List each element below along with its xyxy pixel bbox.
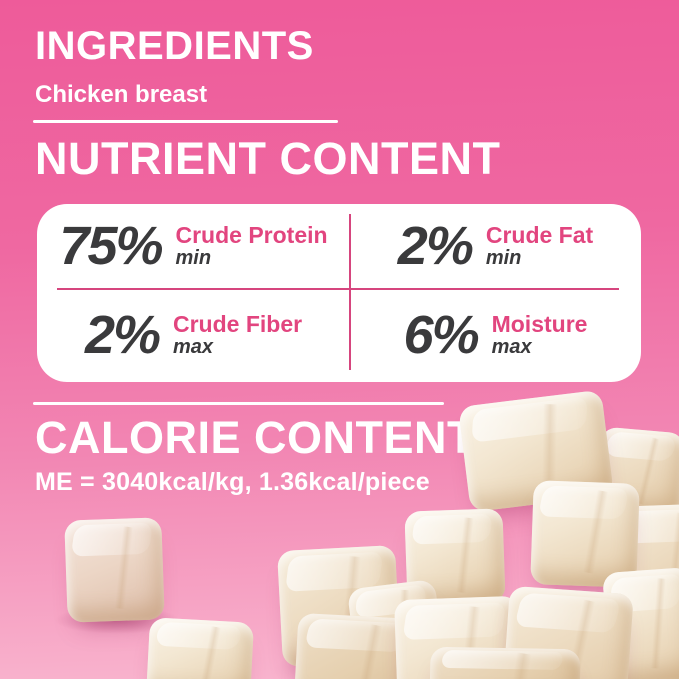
nutrient-qualifier: min (175, 247, 212, 270)
nutrient-qualifier: max (491, 336, 532, 359)
card-vertical-divider (349, 214, 351, 370)
nutrient-qualifier: max (172, 336, 214, 359)
nutrient-cell-crude-fat: 2% Crude Fat min (350, 204, 641, 288)
chicken-cube (64, 517, 165, 623)
card-horizontal-divider (57, 288, 619, 290)
nutrient-cell-crude-protein: 75% Crude Protein min (37, 204, 350, 288)
nutrient-qualifier: min (485, 247, 522, 270)
nutrient-label: Crude Fiber (172, 310, 303, 337)
section-divider (33, 402, 444, 405)
calorie-value: ME = 3040kcal/kg, 1.36kcal/piece (35, 468, 430, 496)
nutrient-value: 2% (397, 216, 474, 276)
ingredients-title: INGREDIENTS (35, 24, 314, 68)
nutrient-value: 75% (59, 216, 163, 276)
calorie-content-title: CALORIE CONTENT (35, 412, 475, 463)
nutrient-card: 75% Crude Protein min 2% Crude Fat min 2… (37, 204, 641, 382)
nutrient-label: Crude Protein (175, 221, 328, 248)
nutrient-label: Moisture (491, 310, 588, 337)
nutrient-content-title: NUTRIENT CONTENT (35, 133, 501, 184)
section-divider (33, 120, 338, 123)
nutrient-cell-moisture: 6% Moisture max (350, 288, 641, 382)
nutrient-cell-crude-fiber: 2% Crude Fiber max (37, 288, 350, 382)
chicken-cube (145, 617, 255, 679)
ingredients-value: Chicken breast (35, 81, 208, 108)
nutrient-value: 6% (403, 305, 480, 365)
nutrient-label: Crude Fat (485, 221, 594, 248)
nutrient-value: 2% (84, 305, 161, 365)
chicken-cube (429, 646, 581, 679)
